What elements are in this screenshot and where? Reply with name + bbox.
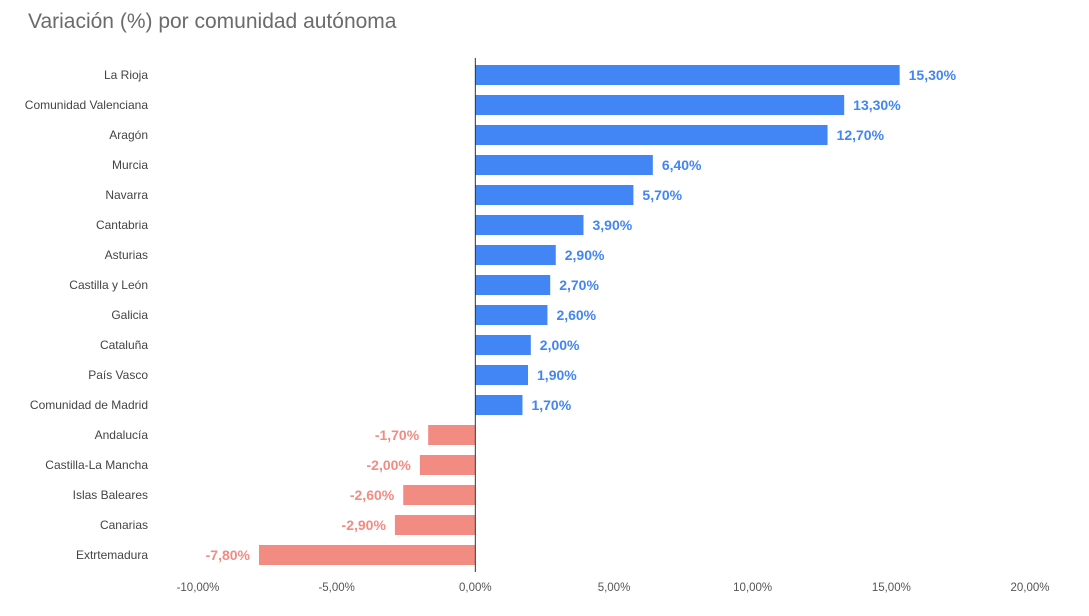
data-label-10: 1,90% xyxy=(537,367,577,383)
bar-8 xyxy=(475,305,548,325)
category-label-8: Galicia xyxy=(111,308,148,322)
bar-11 xyxy=(475,395,523,415)
category-label-3: Murcia xyxy=(112,158,148,172)
data-label-3: 6,40% xyxy=(662,157,702,173)
x-tick-label-1: -5,00% xyxy=(318,582,354,594)
category-label-10: País Vasco xyxy=(88,368,148,382)
category-label-1: Comunidad Valenciana xyxy=(25,98,149,112)
bar-5 xyxy=(475,215,584,235)
category-label-5: Cantabria xyxy=(96,218,148,232)
category-label-12: Andalucía xyxy=(95,428,149,442)
bar-3 xyxy=(475,155,653,175)
x-tick-label-0: -10,00% xyxy=(177,582,220,594)
bar-15 xyxy=(394,515,476,535)
bar-10 xyxy=(475,365,529,385)
data-label-9: 2,00% xyxy=(540,337,580,353)
bars-layer xyxy=(259,65,900,565)
data-labels-layer: 15,30% 13,30% 12,70% 6,40% 5,70% 3,90% 2,90% 2,… xyxy=(206,67,957,563)
bar-12 xyxy=(428,425,476,445)
category-label-7: Castilla y León xyxy=(69,278,148,292)
category-label-11: Comunidad de Madrid xyxy=(30,398,148,412)
data-label-16: -7,80% xyxy=(206,547,251,563)
category-label-14: Islas Baleares xyxy=(73,488,148,502)
data-label-2: 12,70% xyxy=(837,127,885,143)
data-label-4: 5,70% xyxy=(642,187,682,203)
data-label-0: 15,30% xyxy=(909,67,957,83)
data-label-5: 3,90% xyxy=(592,217,632,233)
data-label-8: 2,60% xyxy=(556,307,596,323)
category-label-9: Cataluña xyxy=(100,338,148,352)
category-label-2: Aragón xyxy=(109,128,148,142)
bar-7 xyxy=(475,275,551,295)
data-label-11: 1,70% xyxy=(531,397,571,413)
data-label-1: 13,30% xyxy=(853,97,901,113)
x-tick-label-6: 20,00% xyxy=(1010,582,1049,594)
data-label-7: 2,70% xyxy=(559,277,599,293)
category-label-16: Extrtemadura xyxy=(76,548,148,562)
chart-title: Variación (%) por comunidad autónoma xyxy=(28,10,397,33)
data-label-6: 2,90% xyxy=(565,247,605,263)
data-label-15: -2,90% xyxy=(342,517,387,533)
x-tick-label-4: 10,00% xyxy=(733,582,772,594)
data-label-12: -1,70% xyxy=(375,427,420,443)
x-tick-label-5: 15,00% xyxy=(872,582,911,594)
x-axis-ticks-layer: -10,00% -5,00% 0,00% 5,00% 10,00% 15,00% 20,00… xyxy=(177,582,1050,594)
category-label-6: Asturias xyxy=(105,248,148,262)
category-label-15: Canarias xyxy=(100,518,148,532)
x-tick-label-2: 0,00% xyxy=(459,582,492,594)
data-label-14: -2,60% xyxy=(350,487,395,503)
bar-16 xyxy=(259,545,476,565)
category-labels-layer: La Rioja Comunidad Valenciana Aragón Murcia… xyxy=(25,68,149,562)
data-label-13: -2,00% xyxy=(367,457,412,473)
bar-4 xyxy=(475,185,634,205)
bar-6 xyxy=(475,245,556,265)
category-label-0: La Rioja xyxy=(104,68,148,82)
category-label-4: Navarra xyxy=(105,188,148,202)
bar-13 xyxy=(419,455,476,475)
category-label-13: Castilla-La Mancha xyxy=(45,458,148,472)
bar-14 xyxy=(403,485,476,505)
x-tick-label-3: 5,00% xyxy=(598,582,631,594)
bar-1 xyxy=(475,95,845,115)
bar-2 xyxy=(475,125,828,145)
bar-9 xyxy=(475,335,531,355)
bar-0 xyxy=(475,65,900,85)
